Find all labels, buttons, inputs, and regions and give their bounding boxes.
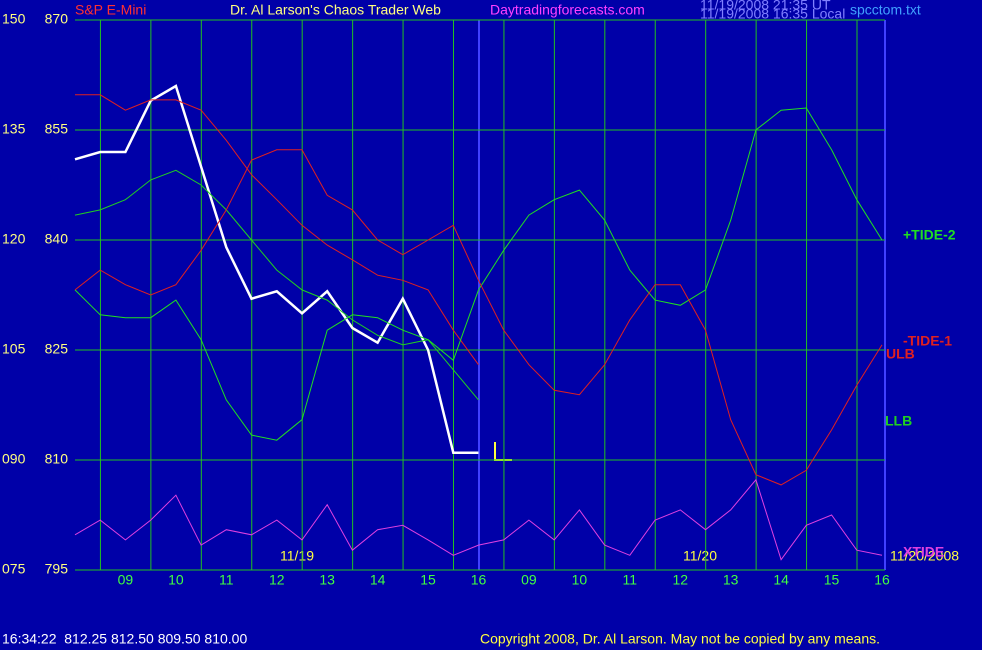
x-tick-label: 13 — [723, 572, 739, 588]
y2-tick-label: 105 — [2, 341, 26, 357]
series-line — [74, 84, 479, 454]
y-tick-label: 855 — [45, 121, 69, 137]
series-line — [74, 169, 479, 401]
x-tick-label: 15 — [824, 572, 840, 588]
status-line: 16:34:22 812.25 812.50 809.50 810.00 — [2, 631, 247, 647]
legend-label: XTIDE — [903, 544, 944, 560]
x-tick-label: 10 — [572, 572, 588, 588]
x-tick-label: 11 — [219, 572, 234, 588]
site: Daytradingforecasts.com — [490, 2, 645, 18]
copyright: Copyright 2008, Dr. Al Larson. May not b… — [480, 631, 880, 647]
x-tick-label: 09 — [521, 572, 537, 588]
y-tick-label: 840 — [45, 231, 69, 247]
day-label: 11/20 — [683, 548, 717, 564]
x-tick-label: 09 — [118, 572, 134, 588]
x-tick-label: 13 — [319, 572, 335, 588]
y2-tick-label: 150 — [2, 11, 26, 27]
x-tick-label: 15 — [420, 572, 436, 588]
x-tick-label: 14 — [370, 572, 386, 588]
legend-label: ULB — [886, 346, 915, 362]
y-tick-label: 825 — [45, 341, 69, 357]
x-tick-label: 12 — [672, 572, 688, 588]
series-line — [75, 94, 479, 365]
symbol: S&P E-Mini — [75, 2, 146, 18]
day-label: 11/19 — [280, 548, 314, 564]
timestamp: 11/19/2008 21:35 UT — [700, 0, 831, 13]
y2-tick-label: 120 — [2, 231, 26, 247]
y-tick-label: 870 — [45, 11, 69, 27]
x-tick-label: 11 — [623, 572, 638, 588]
legend-label: LLB — [885, 413, 912, 429]
file-name: spcctom.txt — [850, 2, 921, 18]
timestamp: 11/19/2008 16:35 Local — [700, 6, 845, 22]
y-tick-label: 810 — [45, 451, 69, 467]
legend-label: +TIDE-2 — [903, 227, 956, 243]
day-label: 11/20/2008 — [890, 548, 959, 564]
y-tick-label: 795 — [45, 561, 69, 577]
series-line — [74, 478, 883, 561]
x-tick-label: 14 — [773, 572, 789, 588]
series-line — [74, 149, 883, 486]
x-tick-label: 12 — [269, 572, 285, 588]
x-tick-label: 16 — [874, 572, 890, 588]
y2-tick-label: 075 — [2, 561, 26, 577]
x-tick-label: 10 — [168, 572, 184, 588]
legend-label: -TIDE-1 — [903, 333, 952, 349]
y2-tick-label: 090 — [2, 451, 26, 467]
series-line — [74, 107, 883, 441]
chart-title: Dr. Al Larson's Chaos Trader Web — [230, 2, 441, 18]
y2-tick-label: 135 — [2, 121, 26, 137]
x-tick-label: 16 — [471, 572, 487, 588]
